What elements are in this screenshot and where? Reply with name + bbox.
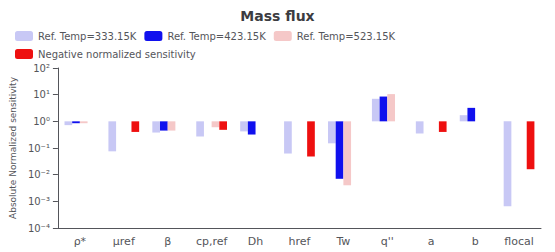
svg-text:10⁻²: 10⁻²: [28, 169, 50, 180]
svg-text:b: b: [472, 235, 479, 248]
svg-text:q'': q'': [381, 235, 394, 248]
svg-text:Negative normalized sensitivit: Negative normalized sensitivity: [38, 49, 196, 60]
svg-text:Ref. Temp=333.15K: Ref. Temp=333.15K: [38, 31, 137, 42]
svg-text:10⁻³: 10⁻³: [28, 196, 50, 207]
svg-text:cp,ref: cp,ref: [196, 235, 229, 248]
svg-text:a: a: [428, 235, 435, 248]
svg-text:ρ*: ρ*: [74, 235, 87, 248]
svg-text:Dh: Dh: [248, 235, 263, 248]
svg-text:β: β: [164, 235, 171, 248]
svg-text:Ref. Temp=523.15K: Ref. Temp=523.15K: [297, 31, 396, 42]
svg-text:Tw: Tw: [335, 235, 350, 248]
svg-text:10²: 10²: [33, 63, 50, 74]
svg-text:10¹: 10¹: [33, 89, 50, 100]
svg-text:flocal: flocal: [504, 235, 534, 248]
svg-text:href: href: [289, 235, 312, 248]
svg-text:Mass flux: Mass flux: [240, 8, 314, 24]
svg-text:μref: μref: [113, 235, 136, 248]
svg-text:Absolute Normalized sensitivit: Absolute Normalized sensitivity: [8, 76, 18, 219]
svg-text:10⁻⁴: 10⁻⁴: [28, 223, 50, 234]
svg-text:Ref. Temp=423.15K: Ref. Temp=423.15K: [167, 31, 266, 42]
svg-text:10⁻¹: 10⁻¹: [28, 143, 50, 154]
svg-text:10⁰: 10⁰: [33, 116, 50, 127]
